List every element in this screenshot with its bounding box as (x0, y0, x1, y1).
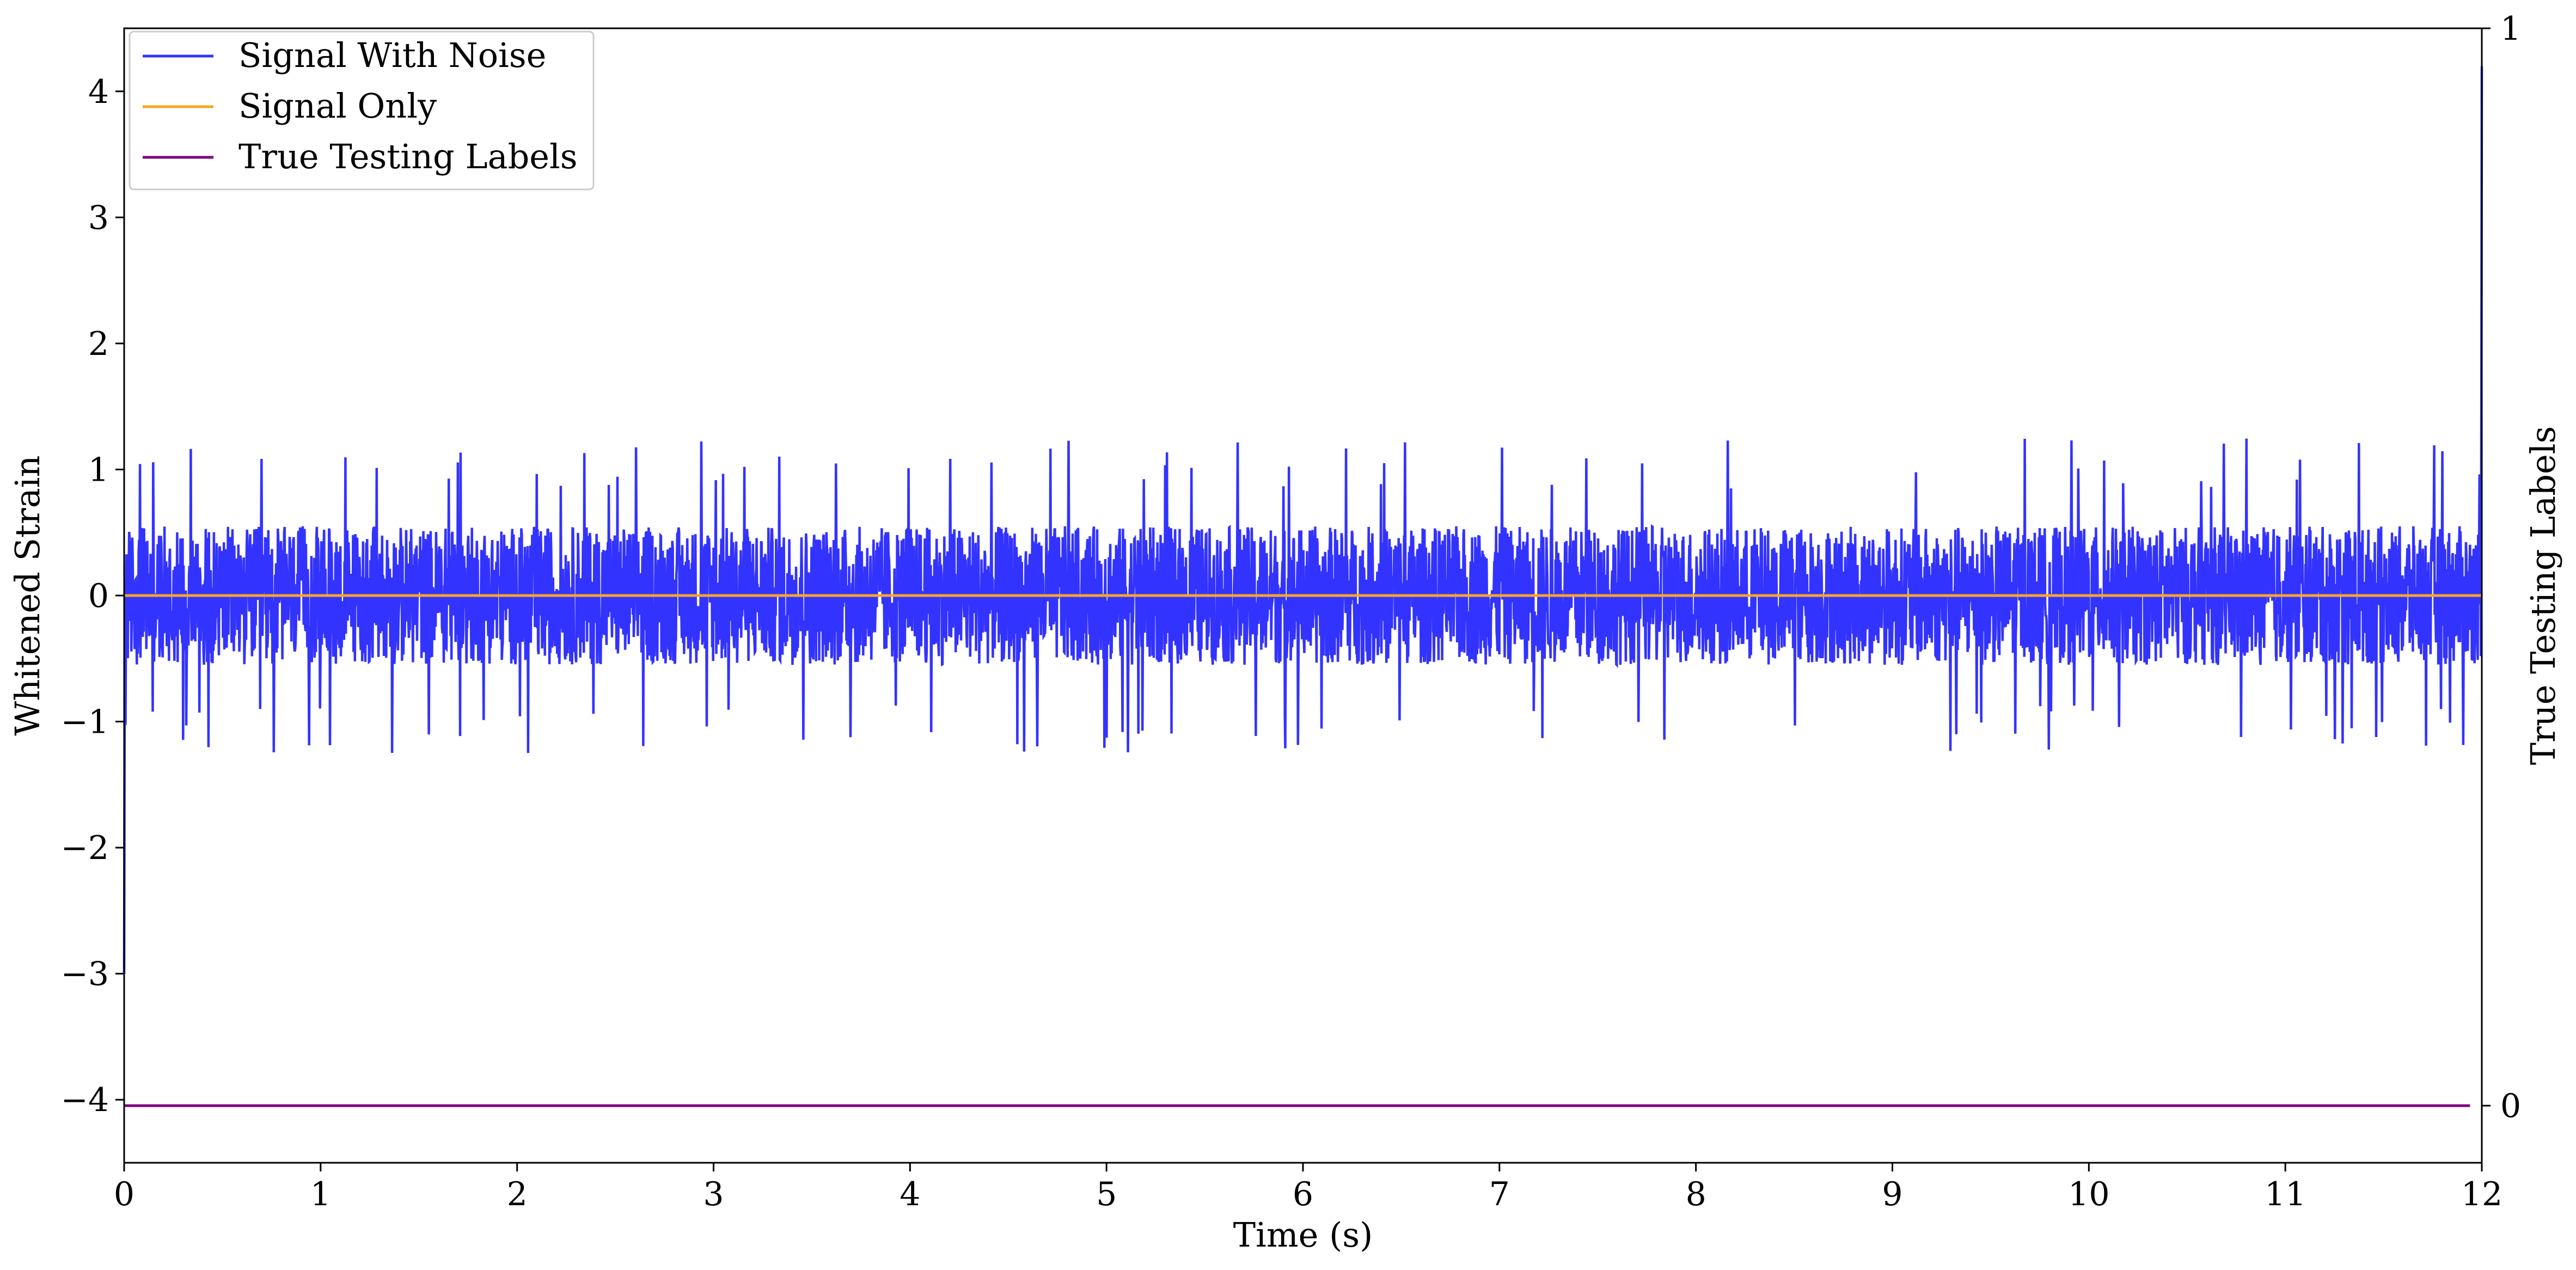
x-axis-title: Time (s) (1233, 1215, 1373, 1255)
x-tick-label: 4 (900, 1175, 920, 1213)
y2-tick-label: 1 (2500, 10, 2521, 48)
x-tick-label: 8 (1686, 1175, 1706, 1213)
y-tick-label: −3 (61, 955, 109, 993)
legend-box (129, 30, 595, 191)
y-tick-label: 1 (88, 451, 109, 489)
y2-tick-label: 0 (2500, 1087, 2521, 1125)
x-tick-label: 3 (703, 1175, 724, 1213)
y-tick-label: 2 (88, 325, 109, 363)
y-axis-ticks: −4 −3 −2 −1 0 1 2 3 4 (61, 73, 124, 1119)
y-tick-label: 3 (88, 199, 109, 237)
x-tick-label: 1 (310, 1175, 331, 1213)
x-tick-label: 6 (1293, 1175, 1313, 1213)
y-tick-label: 0 (88, 577, 109, 615)
x-tick-label: 9 (1882, 1175, 1902, 1213)
y2-axis-title: True Testing Labels (2523, 426, 2563, 765)
y-tick-label: 4 (88, 73, 109, 111)
y-tick-label: −2 (61, 829, 109, 867)
x-tick-label: 11 (2265, 1175, 2306, 1213)
x-tick-label: 7 (1489, 1175, 1510, 1213)
x-tick-label: 10 (2068, 1175, 2109, 1213)
legend-label-signal-with-noise: Signal With Noise (238, 35, 546, 75)
x-tick-label: 12 (2461, 1175, 2502, 1213)
x-axis-ticks: 0 1 2 3 4 5 6 7 8 9 10 11 12 (114, 1163, 2502, 1213)
series-layer (123, 66, 2483, 1107)
y2-axis-ticks: 01 (2482, 10, 2521, 1125)
legend: Signal With Noise Signal Only True Testi… (129, 30, 595, 191)
legend-label-true-testing-labels: True Testing Labels (238, 137, 578, 176)
x-tick-label: 0 (114, 1175, 134, 1213)
series-signal-with-noise (123, 66, 2483, 974)
y-axis-title: Whitened Strain (8, 456, 47, 736)
x-tick-label: 5 (1096, 1175, 1117, 1213)
x-tick-label: 2 (507, 1175, 528, 1213)
legend-label-signal-only: Signal Only (238, 86, 437, 126)
y-tick-label: −4 (61, 1081, 109, 1119)
y-tick-label: −1 (61, 703, 109, 741)
